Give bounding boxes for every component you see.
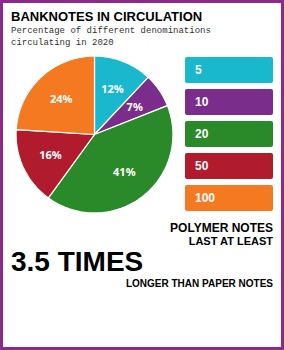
- svg-text:12%: 12%: [101, 81, 124, 96]
- svg-text:7%: 7%: [127, 99, 143, 114]
- svg-text:41%: 41%: [113, 165, 136, 180]
- html-text:BANKNOTES IN CIRCULATION: BANKNOTES IN CIRCULATION: [11, 9, 203, 24]
- html-text:20: 20: [195, 127, 209, 142]
- html-text:50: 50: [195, 159, 209, 174]
- html-text:100: 100: [195, 191, 215, 206]
- html-text:POLYMER NOTES: POLYMER NOTES: [170, 221, 273, 236]
- svg-text:16%: 16%: [39, 147, 62, 162]
- html-text:LAST AT LEAST: LAST AT LEAST: [188, 235, 273, 248]
- html-text:3.5 TIMES: 3.5 TIMES: [11, 246, 144, 278]
- html-text:5: 5: [195, 63, 202, 78]
- svg-text:24%: 24%: [50, 91, 73, 106]
- html-text:10: 10: [195, 95, 209, 110]
- html-text:Percentage of different denomi: Percentage of different denominations ci…: [11, 26, 211, 48]
- html-text:LONGER THAN PAPER NOTES: LONGER THAN PAPER NOTES: [126, 278, 273, 290]
